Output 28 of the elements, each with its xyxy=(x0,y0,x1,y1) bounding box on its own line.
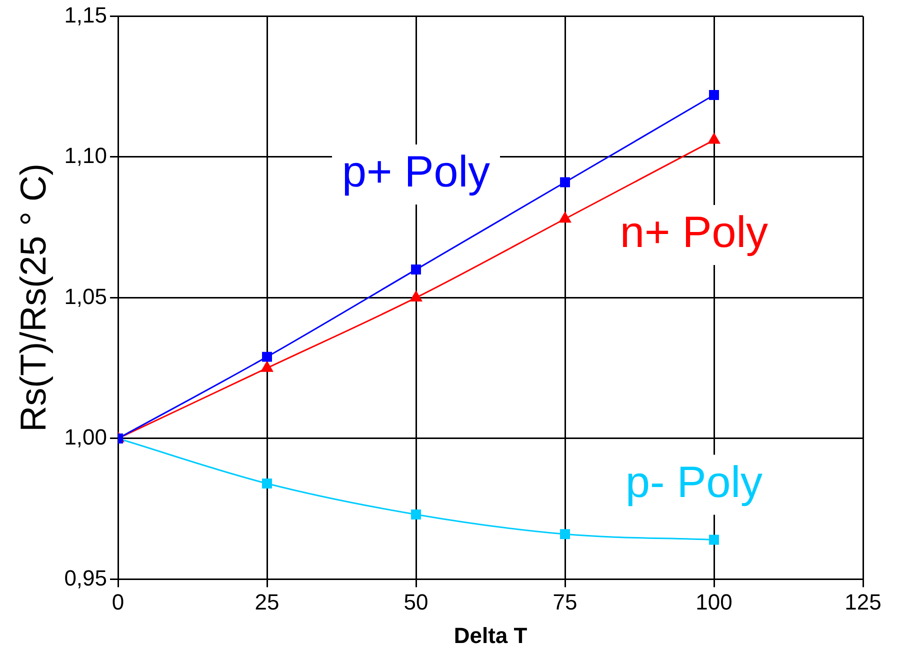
x-tick-label: 125 xyxy=(844,589,882,614)
y-tick-label: 1,10 xyxy=(64,143,108,168)
point xyxy=(410,290,422,302)
x-tick-label: 0 xyxy=(112,589,124,614)
point xyxy=(411,264,422,275)
series-label: p+ Poly xyxy=(342,148,490,197)
x-tick-label: 75 xyxy=(552,589,578,614)
x-tick-label: 50 xyxy=(404,589,428,614)
point xyxy=(261,361,273,372)
y-tick-label: 1,00 xyxy=(64,424,108,450)
x-axis-title: Delta T xyxy=(454,622,528,648)
point xyxy=(560,529,570,540)
point xyxy=(709,534,719,545)
point xyxy=(262,352,272,362)
series-label: n+ Poly xyxy=(620,208,768,258)
point xyxy=(709,90,719,100)
point xyxy=(411,509,422,520)
point xyxy=(262,478,272,488)
y-tick-label: 1,15 xyxy=(64,2,108,28)
series-label: p- Poly xyxy=(626,458,762,507)
point xyxy=(560,177,570,188)
point xyxy=(559,212,571,223)
y-axis-title: Rs(T)/Rs(25 ° C) xyxy=(12,164,54,432)
y-tick-label: 1,05 xyxy=(64,284,108,309)
x-tick-label: 100 xyxy=(696,589,732,614)
point xyxy=(708,133,720,144)
x-tick-label: 25 xyxy=(254,589,280,614)
y-tick-label: 0,95 xyxy=(64,565,108,590)
